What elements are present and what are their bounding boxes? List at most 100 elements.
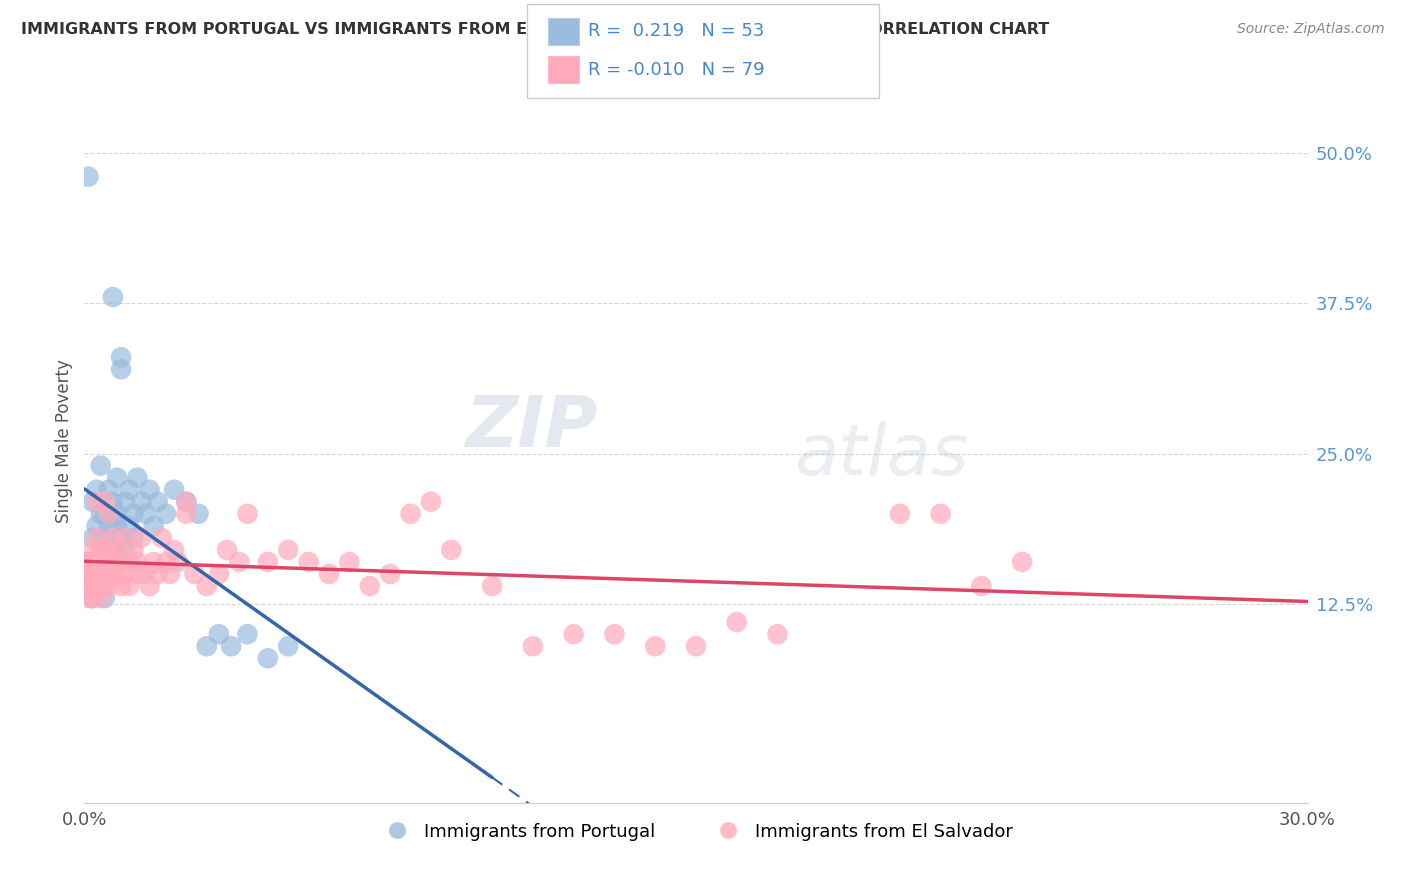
Point bbox=[82, 494, 104, 508]
Point bbox=[105, 567, 128, 582]
Point bbox=[101, 494, 124, 508]
Point bbox=[131, 494, 153, 508]
Point bbox=[82, 542, 104, 557]
Point bbox=[118, 519, 141, 533]
Point bbox=[77, 555, 100, 569]
Point bbox=[114, 567, 136, 582]
Point bbox=[97, 542, 120, 557]
Point bbox=[101, 531, 124, 545]
Point bbox=[90, 507, 112, 521]
Point bbox=[77, 579, 100, 593]
Text: R = -0.010   N = 79: R = -0.010 N = 79 bbox=[588, 61, 765, 78]
Point bbox=[97, 483, 120, 497]
Point bbox=[86, 531, 108, 545]
Point bbox=[228, 555, 250, 569]
Point bbox=[644, 639, 666, 653]
Point bbox=[118, 579, 141, 593]
Point bbox=[86, 555, 108, 569]
Point bbox=[236, 507, 259, 521]
Point bbox=[77, 567, 100, 582]
Point bbox=[298, 555, 321, 569]
Point bbox=[93, 507, 115, 521]
Point bbox=[440, 542, 463, 557]
Point bbox=[90, 579, 112, 593]
Point bbox=[127, 555, 149, 569]
Point bbox=[105, 507, 128, 521]
Point bbox=[90, 542, 112, 557]
Point bbox=[159, 567, 181, 582]
Text: IMMIGRANTS FROM PORTUGAL VS IMMIGRANTS FROM EL SALVADOR SINGLE MALE POVERTY CORR: IMMIGRANTS FROM PORTUGAL VS IMMIGRANTS F… bbox=[21, 22, 1049, 37]
Point bbox=[146, 494, 169, 508]
Point bbox=[217, 542, 239, 557]
Point bbox=[93, 579, 115, 593]
Point bbox=[208, 567, 231, 582]
Point bbox=[86, 567, 108, 582]
Point bbox=[110, 531, 132, 545]
Point bbox=[380, 567, 402, 582]
Point bbox=[146, 567, 169, 582]
Point bbox=[277, 639, 299, 653]
Point bbox=[110, 555, 132, 569]
Point bbox=[1011, 555, 1033, 569]
Point bbox=[155, 555, 177, 569]
Legend: Immigrants from Portugal, Immigrants from El Salvador: Immigrants from Portugal, Immigrants fro… bbox=[373, 815, 1019, 848]
Point bbox=[90, 458, 112, 473]
Point bbox=[163, 542, 186, 557]
Point bbox=[110, 362, 132, 376]
Point bbox=[339, 555, 361, 569]
Point bbox=[90, 567, 112, 582]
Point bbox=[86, 494, 108, 508]
Point bbox=[127, 567, 149, 582]
Point bbox=[236, 627, 259, 641]
Point bbox=[135, 507, 157, 521]
Point bbox=[86, 483, 108, 497]
Point bbox=[685, 639, 707, 653]
Point bbox=[603, 627, 626, 641]
Point bbox=[93, 555, 115, 569]
Point bbox=[138, 579, 160, 593]
Point bbox=[77, 591, 100, 606]
Point bbox=[110, 579, 132, 593]
Point bbox=[195, 639, 218, 653]
Point bbox=[105, 471, 128, 485]
Point bbox=[110, 350, 132, 364]
Point bbox=[257, 651, 280, 665]
Point bbox=[101, 542, 124, 557]
Point bbox=[97, 579, 120, 593]
Point bbox=[219, 639, 242, 653]
Point bbox=[359, 579, 381, 593]
Point bbox=[142, 555, 165, 569]
Point bbox=[725, 615, 748, 630]
Point bbox=[82, 591, 104, 606]
Point bbox=[257, 555, 280, 569]
Y-axis label: Single Male Poverty: Single Male Poverty bbox=[55, 359, 73, 524]
Point bbox=[86, 519, 108, 533]
Point bbox=[131, 531, 153, 545]
Point bbox=[138, 483, 160, 497]
Point bbox=[97, 567, 120, 582]
Point bbox=[101, 555, 124, 569]
Point bbox=[90, 567, 112, 582]
Text: ZIP: ZIP bbox=[465, 392, 598, 461]
Point bbox=[114, 494, 136, 508]
Point bbox=[105, 519, 128, 533]
Point bbox=[174, 494, 197, 508]
Point bbox=[82, 567, 104, 582]
Point bbox=[86, 579, 108, 593]
Point bbox=[208, 627, 231, 641]
Point bbox=[93, 494, 115, 508]
Point bbox=[77, 555, 100, 569]
Point bbox=[77, 169, 100, 184]
Point bbox=[93, 555, 115, 569]
Point bbox=[150, 531, 173, 545]
Point bbox=[135, 567, 157, 582]
Point bbox=[90, 542, 112, 557]
Point bbox=[86, 579, 108, 593]
Point bbox=[970, 579, 993, 593]
Point bbox=[481, 579, 503, 593]
Point bbox=[82, 531, 104, 545]
Point bbox=[522, 639, 544, 653]
Point bbox=[114, 542, 136, 557]
Point bbox=[122, 542, 145, 557]
Point bbox=[82, 591, 104, 606]
